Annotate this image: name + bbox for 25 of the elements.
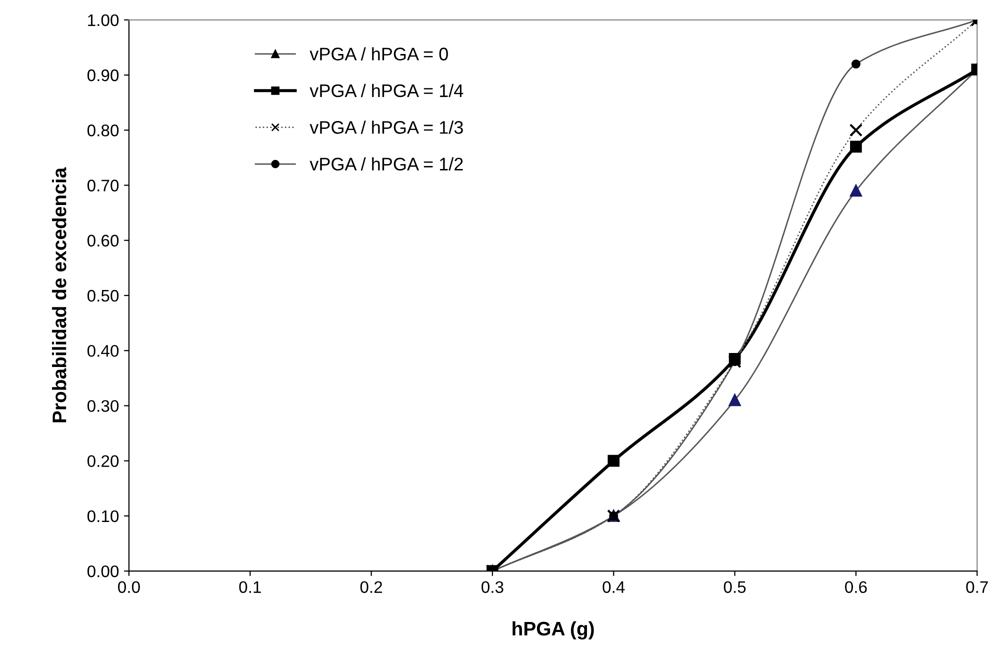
x-tick-label: 0.5: [724, 581, 746, 594]
y-tick-label: 0.80: [87, 124, 119, 136]
x-tick-label: 0.2: [360, 581, 382, 594]
y-tick-label: 0.20: [87, 455, 119, 468]
legend-label: vPGA / hPGA = 1/2: [310, 157, 463, 171]
x-tick-label: 0.6: [845, 581, 867, 594]
y-tick-label: 0.30: [87, 400, 119, 412]
y-tick-label: 0.90: [87, 69, 119, 82]
x-axis-title: hPGA (g): [512, 621, 594, 640]
y-tick-label: 0.60: [87, 234, 119, 247]
legend-label: vPGA / hPGA = 0: [310, 47, 448, 60]
y-tick-label: 0.50: [87, 290, 119, 302]
legend-label: vPGA / hPGA = 1/3: [310, 120, 463, 134]
x-tick-label: 0.3: [482, 581, 504, 594]
y-axis-title: Probabilidad de excedencia: [52, 167, 66, 422]
y-tick-label: 0.10: [87, 510, 119, 522]
y-tick-label: 0.00: [87, 565, 119, 578]
legend-label: vPGA / hPGA = 1/4: [310, 84, 464, 98]
x-tick-label: 0.1: [239, 581, 261, 594]
y-tick-label: 1.00: [88, 14, 119, 26]
y-tick-label: 0.70: [87, 180, 119, 192]
x-tick-label: 0.4: [602, 581, 625, 594]
x-tick-label: 0.7: [966, 581, 988, 594]
y-tick-label: 0.40: [87, 344, 119, 357]
x-tick-label: 0.0: [118, 581, 140, 594]
